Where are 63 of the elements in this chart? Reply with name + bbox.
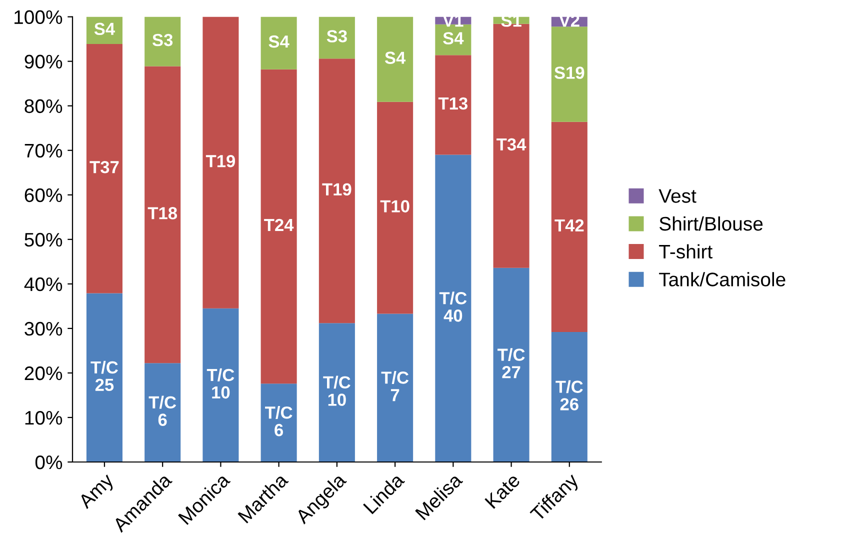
bar [318, 58, 355, 324]
bar [260, 384, 297, 462]
y-tick-label: 90% [24, 54, 62, 69]
x-tick-label: Kate [484, 472, 521, 509]
data-label: T24 [264, 218, 294, 231]
data-label: T/C 7 [381, 371, 409, 402]
bar [435, 55, 472, 155]
y-tick-label: 80% [24, 99, 62, 114]
data-label: S4 [443, 32, 464, 44]
bar [435, 154, 472, 462]
data-label: T/C 40 [439, 292, 467, 322]
bar [551, 122, 588, 332]
data-label: T/C 10 [206, 368, 234, 399]
data-label: T19 [322, 183, 352, 196]
bar [260, 69, 297, 384]
bar [493, 268, 530, 462]
data-label: T13 [438, 97, 468, 110]
data-label: S4 [384, 52, 406, 64]
bar [202, 16, 239, 308]
bar [202, 308, 239, 462]
y-tick-label: 0% [35, 455, 62, 470]
data-label: T18 [148, 207, 178, 220]
data-label: T/C 6 [148, 396, 176, 426]
y-tick-label: 70% [24, 144, 62, 158]
legend-label: Shirt/Blouse [659, 216, 763, 231]
legend-label: Vest [658, 189, 696, 203]
data-label: S4 [94, 22, 115, 36]
data-label: S3 [152, 34, 173, 46]
bar [377, 314, 414, 462]
y-tick-label: 60% [24, 188, 62, 202]
legend-label: T-shirt [659, 244, 712, 259]
y-tick-label: 100% [14, 10, 62, 24]
data-label: T/C 27 [497, 348, 525, 378]
data-label: T19 [206, 154, 236, 168]
data-label: T34 [496, 138, 526, 151]
data-label: T/C 10 [323, 376, 350, 406]
bar [144, 363, 181, 462]
y-tick-label: 40% [24, 277, 62, 292]
bar [377, 102, 414, 314]
data-label: S3 [326, 30, 347, 42]
bar [86, 293, 122, 462]
data-label: T/C 25 [90, 360, 118, 392]
bar [144, 66, 181, 364]
y-tick-label: 30% [24, 322, 62, 336]
data-label: T/C 6 [265, 406, 292, 436]
y-tick-label: 20% [24, 366, 62, 380]
bar [144, 16, 181, 66]
data-label: T42 [554, 219, 584, 232]
bar [377, 16, 414, 102]
bar [551, 26, 588, 122]
data-label: S19 [554, 66, 584, 79]
y-tick-label: 50% [24, 232, 62, 247]
data-label: S4 [268, 35, 290, 48]
bar [318, 323, 355, 462]
legend-label: Tank/Camisole [659, 272, 786, 286]
bar [551, 332, 588, 462]
bar [318, 16, 355, 59]
data-label: T10 [380, 200, 410, 212]
y-tick-label: 10% [25, 410, 62, 425]
data-label: T/C 26 [556, 380, 583, 410]
bar [86, 44, 122, 294]
data-label: T37 [90, 160, 119, 174]
bar [260, 16, 297, 70]
